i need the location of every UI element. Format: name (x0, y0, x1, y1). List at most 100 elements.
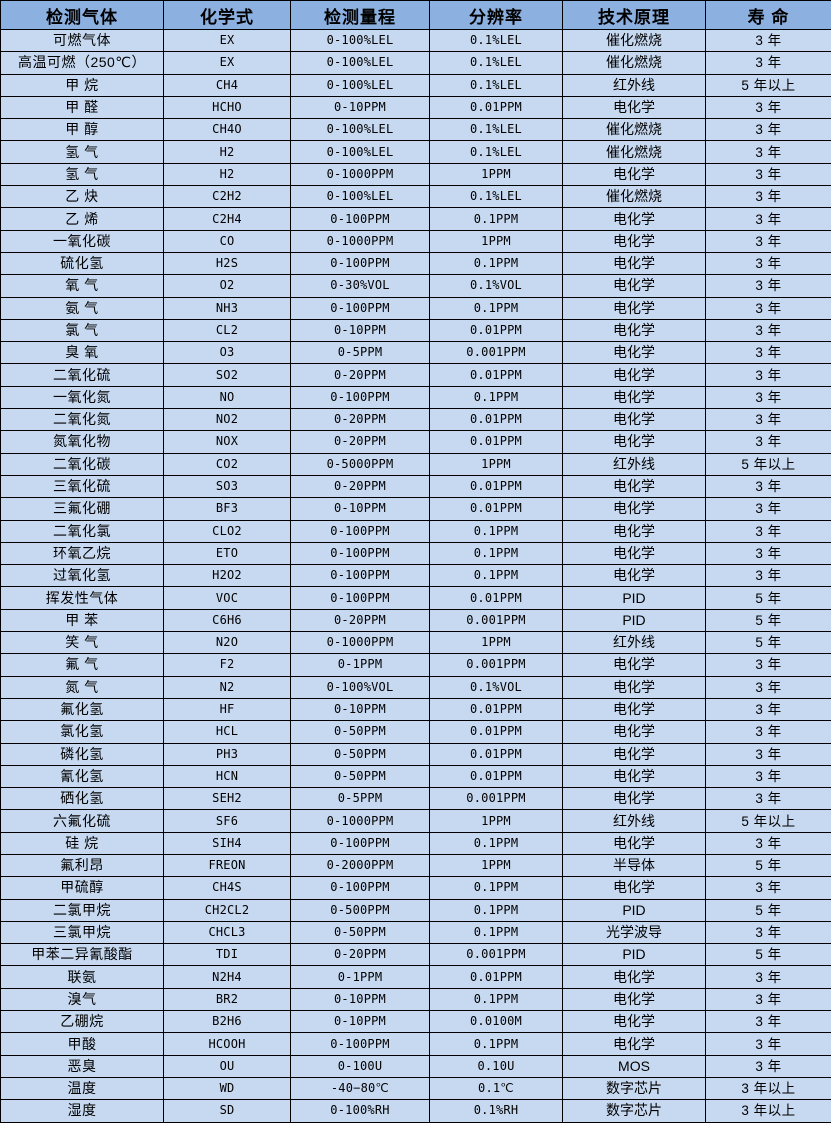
cell-resolution: 0.1%VOL (430, 676, 563, 698)
cell-resolution: 0.01PPM (430, 319, 563, 341)
cell-tech: 电化学 (563, 698, 706, 720)
cell-formula: NO (164, 386, 291, 408)
cell-gas: 氮 气 (1, 676, 164, 698)
cell-resolution: 0.1%RH (430, 1100, 563, 1122)
cell-resolution: 0.1PPM (430, 832, 563, 854)
cell-life: 3 年 (706, 698, 831, 720)
cell-gas: 湿度 (1, 1100, 164, 1122)
cell-resolution: 0.1%VOL (430, 275, 563, 297)
cell-range: 0-10PPM (291, 1011, 430, 1033)
cell-tech: PID (563, 899, 706, 921)
cell-tech: 电化学 (563, 498, 706, 520)
cell-range: 0-100%LEL (291, 119, 430, 141)
cell-gas: 硫化氢 (1, 252, 164, 274)
cell-gas: 溴气 (1, 988, 164, 1010)
cell-formula: HF (164, 698, 291, 720)
cell-tech: 电化学 (563, 1011, 706, 1033)
cell-formula: CL2 (164, 319, 291, 341)
cell-resolution: 0.01PPM (430, 743, 563, 765)
cell-range: 0-50PPM (291, 743, 430, 765)
cell-tech: 电化学 (563, 966, 706, 988)
cell-life: 3 年 (706, 542, 831, 564)
cell-gas: 甲 醛 (1, 96, 164, 118)
cell-resolution: 0.001PPM (430, 944, 563, 966)
cell-gas: 恶臭 (1, 1055, 164, 1077)
cell-formula: SO3 (164, 475, 291, 497)
cell-life: 3 年 (706, 431, 831, 453)
cell-tech: 电化学 (563, 788, 706, 810)
cell-range: 0-20PPM (291, 409, 430, 431)
cell-formula: SD (164, 1100, 291, 1122)
cell-range: 0-100%LEL (291, 186, 430, 208)
cell-life: 3 年 (706, 654, 831, 676)
cell-tech: 电化学 (563, 96, 706, 118)
cell-gas: 三氧化硫 (1, 475, 164, 497)
cell-formula: CO (164, 230, 291, 252)
cell-life: 3 年 (706, 96, 831, 118)
cell-life: 3 年 (706, 988, 831, 1010)
cell-resolution: 0.1PPM (430, 565, 563, 587)
cell-resolution: 0.1%LEL (430, 30, 563, 52)
cell-gas: 氮氧化物 (1, 431, 164, 453)
cell-resolution: 0.1PPM (430, 899, 563, 921)
cell-tech: 电化学 (563, 364, 706, 386)
cell-resolution: 0.1PPM (430, 297, 563, 319)
cell-gas: 二氧化氯 (1, 520, 164, 542)
cell-life: 3 年 (706, 832, 831, 854)
cell-formula: O2 (164, 275, 291, 297)
cell-life: 3 年 (706, 921, 831, 943)
cell-gas: 环氧乙烷 (1, 542, 164, 564)
cell-formula: F2 (164, 654, 291, 676)
cell-tech: 电化学 (563, 342, 706, 364)
cell-life: 5 年 (706, 899, 831, 921)
column-header-formula: 化学式 (164, 1, 291, 30)
cell-range: 0-20PPM (291, 609, 430, 631)
cell-life: 3 年 (706, 252, 831, 274)
cell-range: 0-20PPM (291, 944, 430, 966)
cell-tech: 电化学 (563, 386, 706, 408)
cell-tech: 电化学 (563, 832, 706, 854)
cell-formula: CO2 (164, 453, 291, 475)
table-header-row: 检测气体 化学式 检测量程 分辨率 技术原理 寿 命 (1, 1, 831, 30)
cell-formula: EX (164, 52, 291, 74)
cell-life: 3 年 (706, 498, 831, 520)
cell-gas: 六氟化硫 (1, 810, 164, 832)
cell-tech: 数字芯片 (563, 1077, 706, 1099)
cell-life: 3 年 (706, 788, 831, 810)
cell-life: 5 年以上 (706, 810, 831, 832)
cell-life: 3 年 (706, 966, 831, 988)
cell-resolution: 0.001PPM (430, 609, 563, 631)
cell-gas: 臭 氧 (1, 342, 164, 364)
cell-life: 3 年 (706, 743, 831, 765)
cell-formula: SEH2 (164, 788, 291, 810)
cell-life: 5 年 (706, 854, 831, 876)
cell-resolution: 0.01PPM (430, 431, 563, 453)
cell-formula: CH4S (164, 877, 291, 899)
cell-range: 0-100%LEL (291, 52, 430, 74)
cell-resolution: 0.1PPM (430, 921, 563, 943)
cell-gas: 硅 烷 (1, 832, 164, 854)
cell-resolution: 0.1PPM (430, 1033, 563, 1055)
cell-formula: HCN (164, 765, 291, 787)
cell-tech: 催化燃烧 (563, 52, 706, 74)
cell-formula: NOX (164, 431, 291, 453)
cell-life: 5 年以上 (706, 74, 831, 96)
cell-formula: C6H6 (164, 609, 291, 631)
cell-resolution: 0.1%LEL (430, 186, 563, 208)
cell-tech: 催化燃烧 (563, 30, 706, 52)
column-header-resolution: 分辨率 (430, 1, 563, 30)
cell-range: -40−80℃ (291, 1077, 430, 1099)
cell-formula: BF3 (164, 498, 291, 520)
cell-tech: 电化学 (563, 721, 706, 743)
